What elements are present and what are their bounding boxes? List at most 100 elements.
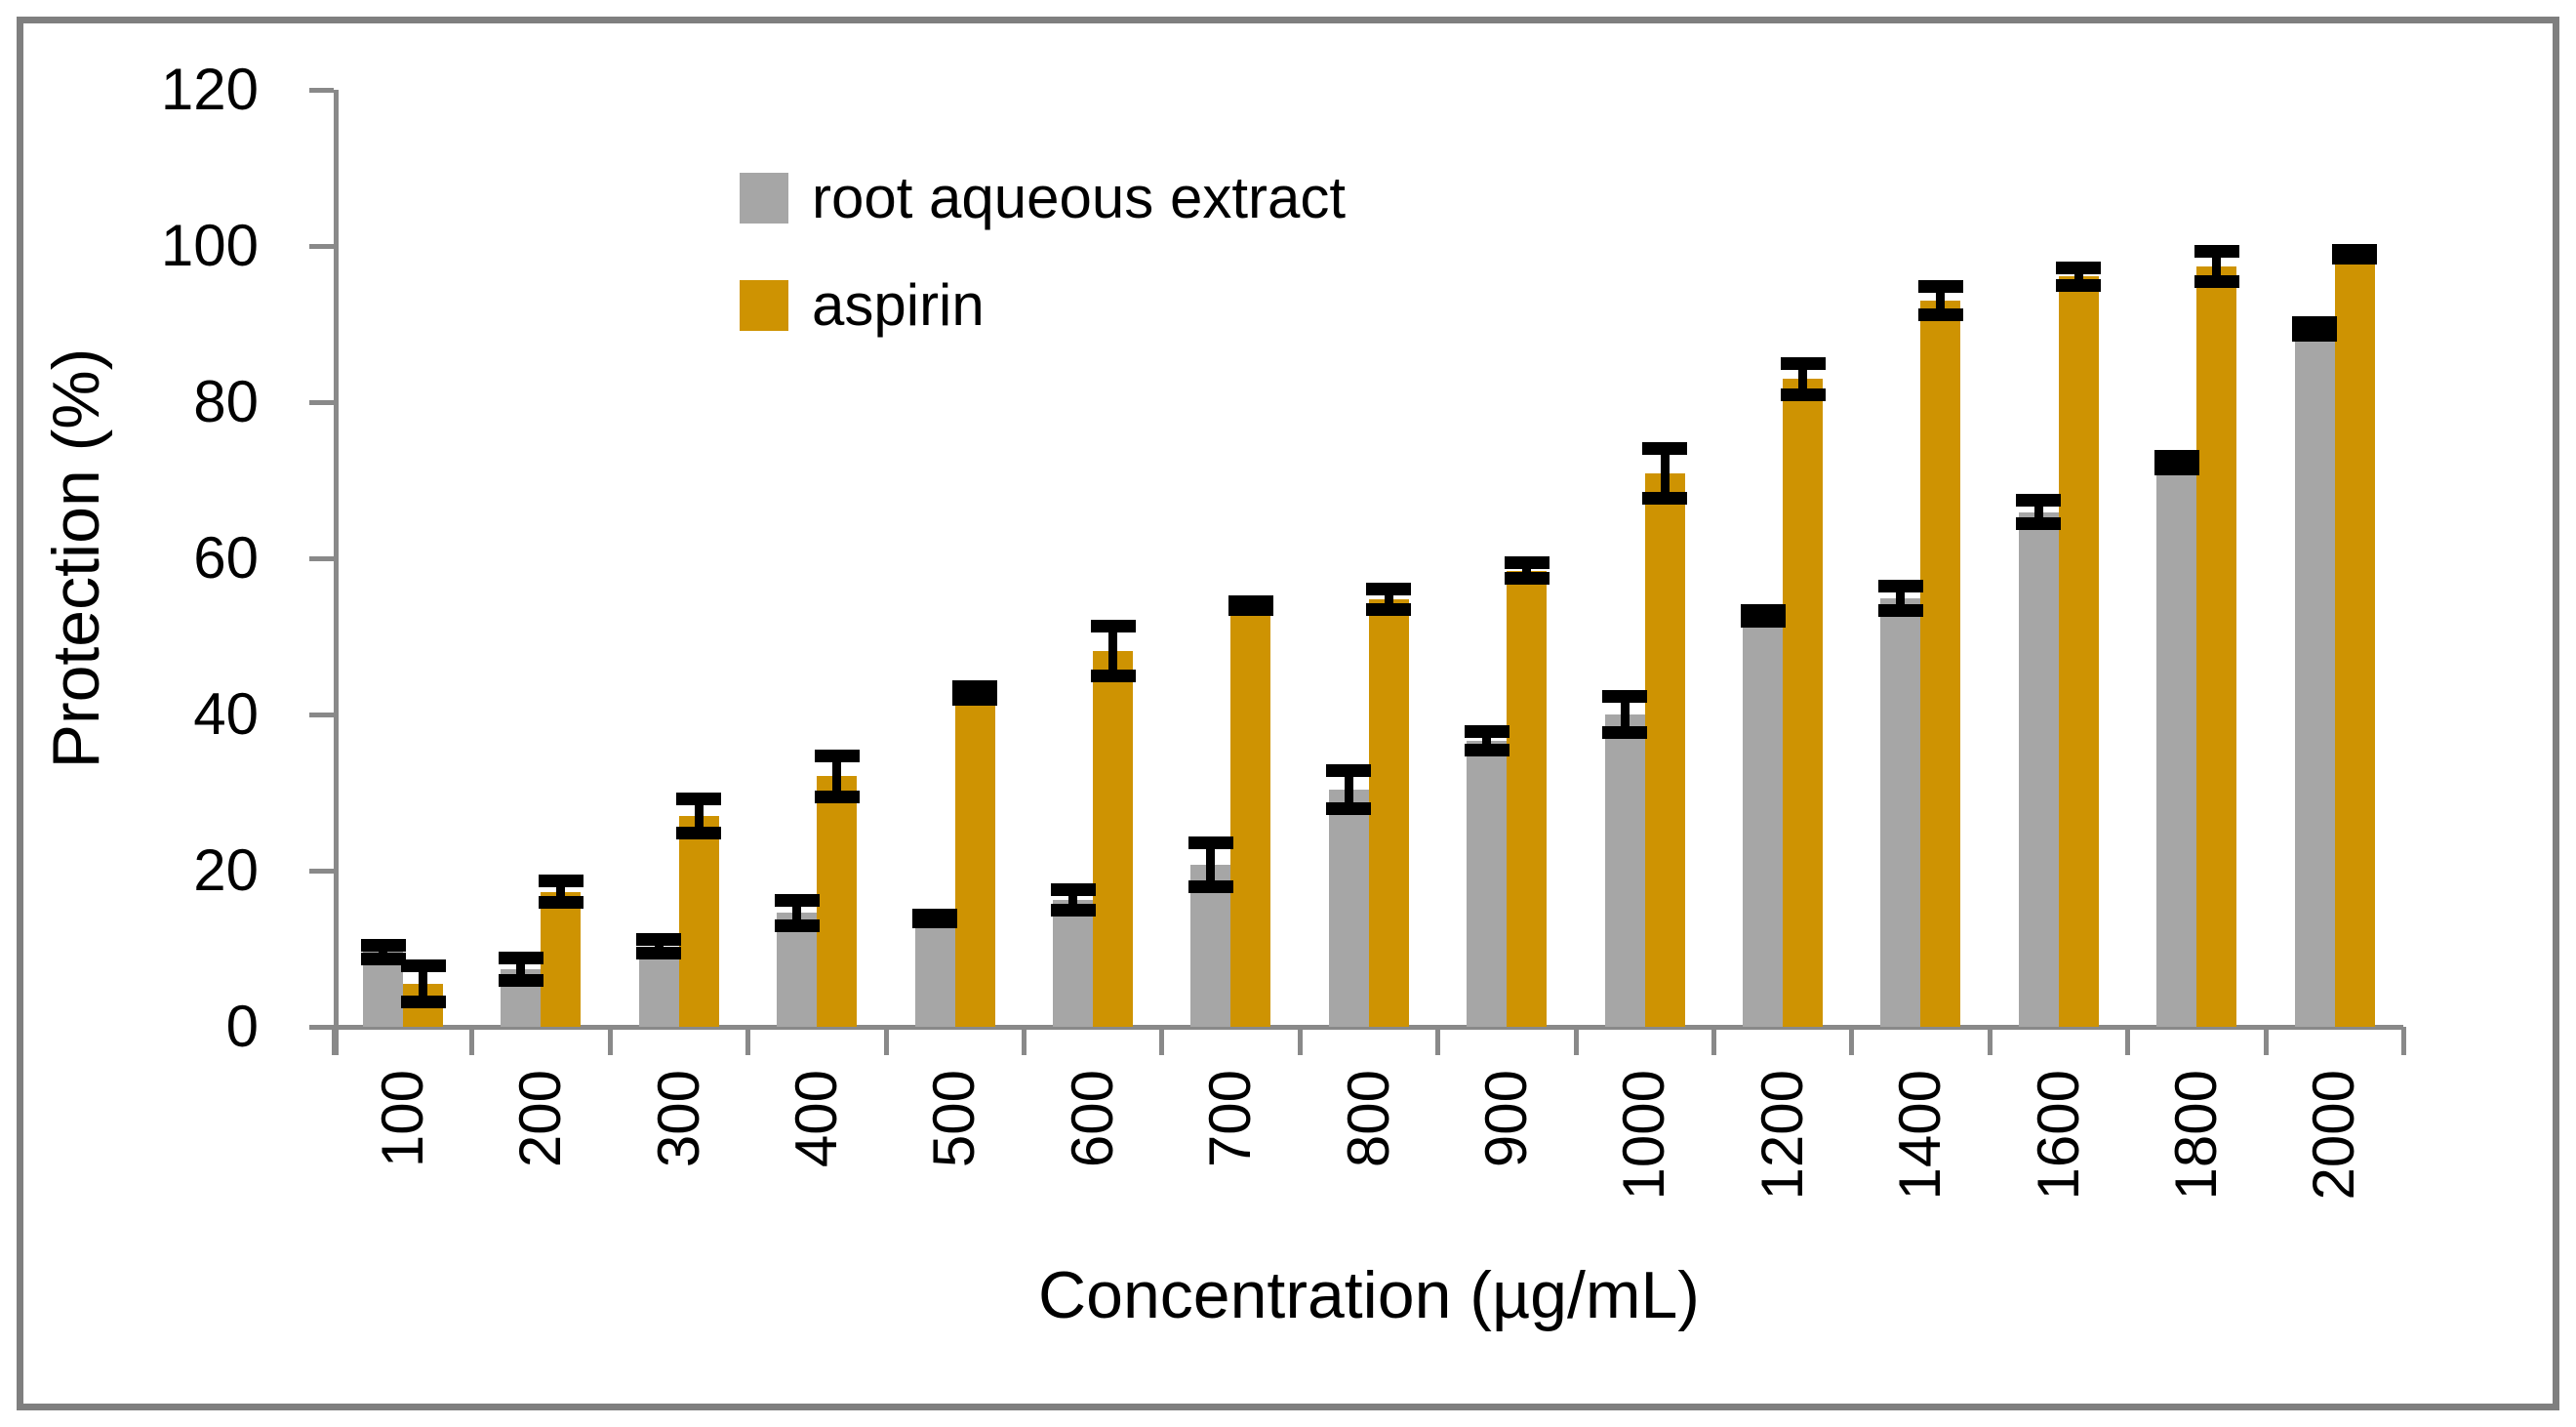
legend-label-aspirin: aspirin — [812, 272, 985, 338]
errorbar-aspirin-1200-cap-bottom — [1780, 387, 1826, 401]
errorbar-root-aqueous-extract-200-cap-bottom — [498, 973, 543, 987]
x-tick-label-700: 700 — [1197, 1070, 1264, 1168]
errorbar-aspirin-500-cap-bottom — [952, 692, 998, 706]
errorbar-aspirin-900-cap-top — [1504, 556, 1550, 570]
errorbar-aspirin-1800-cap-bottom — [2194, 274, 2239, 288]
errorbar-aspirin-1800-cap-top — [2194, 245, 2239, 259]
errorbar-aspirin-300-cap-bottom — [676, 827, 722, 840]
y-tick-40 — [309, 713, 334, 717]
bar-root-aqueous-extract-500 — [914, 917, 955, 1027]
x-axis-title: Concentration (µg/mL) — [1038, 1258, 1700, 1332]
errorbar-root-aqueous-extract-300-cap-top — [636, 932, 682, 946]
x-tick-label-1200: 1200 — [1749, 1070, 1815, 1201]
x-axis-line — [309, 1025, 2403, 1030]
bar-aspirin-1200 — [1783, 379, 1823, 1027]
bar-root-aqueous-extract-1400 — [1880, 597, 1921, 1027]
errorbar-aspirin-900-line — [1522, 562, 1532, 579]
x-tick-8 — [1435, 1027, 1441, 1055]
bar-root-aqueous-extract-1200 — [1743, 616, 1783, 1027]
errorbar-root-aqueous-extract-1000-cap-bottom — [1602, 725, 1648, 739]
errorbar-root-aqueous-extract-700-cap-bottom — [1187, 879, 1233, 893]
errorbar-aspirin-200-cap-bottom — [538, 896, 584, 910]
y-tick-20 — [309, 869, 334, 874]
x-tick-9 — [1573, 1027, 1579, 1055]
x-tick-label-1000: 1000 — [1611, 1070, 1677, 1201]
y-tick-0 — [309, 1025, 334, 1030]
errorbar-aspirin-2000-cap-bottom — [2332, 252, 2378, 265]
errorbar-aspirin-300-line — [694, 798, 704, 834]
errorbar-aspirin-600-cap-top — [1090, 620, 1136, 633]
bar-aspirin-1600 — [2058, 276, 2099, 1027]
legend-swatch-root-aqueous-extract — [740, 173, 788, 224]
x-tick-label-800: 800 — [1335, 1070, 1401, 1168]
bar-aspirin-2000 — [2334, 254, 2375, 1027]
errorbar-root-aqueous-extract-500-cap-bottom — [912, 915, 958, 928]
errorbar-aspirin-400-line — [832, 755, 842, 796]
x-tick-7 — [1297, 1027, 1303, 1055]
bar-root-aqueous-extract-800 — [1328, 789, 1369, 1027]
legend: root aqueous extract aspirin — [740, 165, 1347, 387]
errorbar-aspirin-900-cap-bottom — [1504, 572, 1550, 586]
errorbar-root-aqueous-extract-600-cap-bottom — [1050, 903, 1096, 917]
errorbar-root-aqueous-extract-2000-cap-top — [2292, 315, 2338, 329]
errorbar-root-aqueous-extract-400-cap-bottom — [774, 918, 820, 932]
errorbar-root-aqueous-extract-900-cap-top — [1464, 725, 1509, 739]
x-tick-14 — [2263, 1027, 2269, 1055]
x-tick-label-100: 100 — [369, 1070, 435, 1168]
errorbar-root-aqueous-extract-1800-cap-bottom — [2153, 462, 2199, 475]
legend-swatch-aspirin — [740, 280, 788, 331]
errorbar-aspirin-400-cap-bottom — [814, 790, 860, 803]
bar-root-aqueous-extract-1000 — [1604, 714, 1645, 1027]
y-tick-label-40: 40 — [193, 681, 259, 747]
errorbar-root-aqueous-extract-700-line — [1206, 842, 1216, 886]
errorbar-root-aqueous-extract-1400-line — [1896, 586, 1906, 611]
errorbar-aspirin-600-line — [1108, 626, 1117, 676]
legend-label-root-aqueous-extract: root aqueous extract — [812, 165, 1347, 230]
bar-aspirin-200 — [541, 891, 582, 1027]
errorbar-root-aqueous-extract-1200-cap-top — [1740, 604, 1786, 618]
errorbar-aspirin-1000-cap-bottom — [1642, 491, 1688, 505]
errorbar-aspirin-800-cap-top — [1366, 582, 1412, 595]
errorbar-aspirin-1400-line — [1936, 286, 1946, 315]
errorbar-aspirin-500-cap-top — [952, 679, 998, 693]
y-tick-label-80: 80 — [193, 369, 259, 434]
x-tick-label-900: 900 — [1472, 1070, 1539, 1168]
bar-root-aqueous-extract-1800 — [2156, 462, 2197, 1027]
errorbar-aspirin-100-line — [419, 965, 427, 1002]
bar-root-aqueous-extract-300 — [638, 946, 679, 1027]
bar-aspirin-800 — [1368, 598, 1409, 1027]
x-tick-3 — [745, 1027, 751, 1055]
errorbar-root-aqueous-extract-1600-cap-top — [2016, 494, 2062, 508]
x-tick-11 — [1849, 1027, 1855, 1055]
errorbar-root-aqueous-extract-400-line — [792, 900, 802, 925]
x-tick-6 — [1159, 1027, 1165, 1055]
errorbar-root-aqueous-extract-300-line — [654, 939, 664, 954]
x-tick-label-200: 200 — [507, 1070, 574, 1168]
bar-root-aqueous-extract-1600 — [2018, 511, 2059, 1027]
x-tick-10 — [1711, 1027, 1716, 1055]
errorbar-root-aqueous-extract-400-cap-top — [774, 893, 820, 907]
x-tick-0 — [332, 1027, 337, 1055]
bar-root-aqueous-extract-600 — [1053, 899, 1093, 1027]
y-tick-100 — [309, 244, 334, 249]
y-tick-label-100: 100 — [160, 213, 259, 278]
errorbar-aspirin-1000-cap-top — [1642, 441, 1688, 455]
legend-item-root-aqueous-extract: root aqueous extract — [740, 165, 1347, 230]
bar-root-aqueous-extract-2000 — [2294, 328, 2335, 1027]
bar-aspirin-500 — [954, 692, 995, 1027]
errorbar-root-aqueous-extract-200-line — [516, 958, 526, 980]
errorbar-root-aqueous-extract-1200-cap-bottom — [1740, 615, 1786, 629]
x-tick-label-2000: 2000 — [2301, 1070, 2367, 1201]
errorbar-aspirin-200-line — [556, 880, 566, 903]
errorbar-root-aqueous-extract-300-cap-bottom — [636, 947, 682, 960]
errorbar-root-aqueous-extract-2000-cap-bottom — [2292, 328, 2338, 342]
errorbar-root-aqueous-extract-800-cap-bottom — [1326, 801, 1372, 815]
x-tick-13 — [2125, 1027, 2131, 1055]
errorbar-root-aqueous-extract-900-cap-bottom — [1464, 744, 1509, 757]
bar-aspirin-900 — [1507, 570, 1548, 1027]
y-tick-120 — [309, 88, 334, 93]
errorbar-aspirin-1400-cap-top — [1917, 280, 1963, 294]
bar-aspirin-1800 — [2196, 265, 2237, 1027]
y-tick-60 — [309, 556, 334, 561]
